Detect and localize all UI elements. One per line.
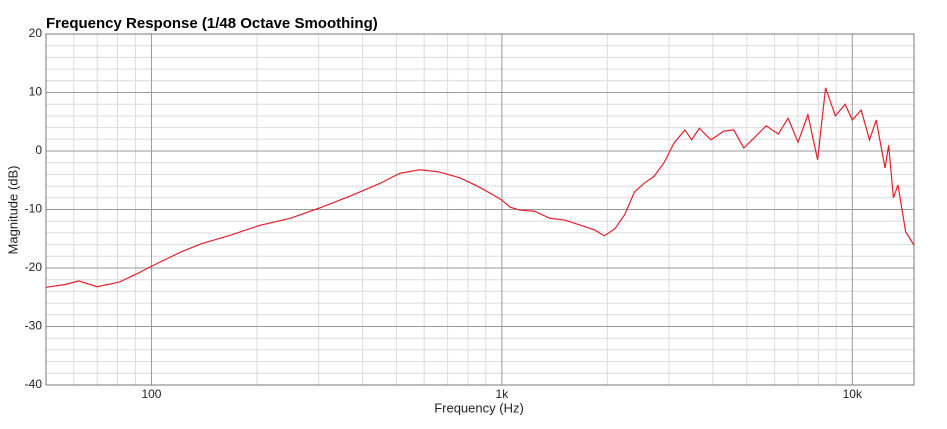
x-axis-label: Frequency (Hz) <box>434 400 524 415</box>
y-tick-label: 10 <box>29 85 43 99</box>
y-axis-label: Magnitude (dB) <box>5 166 20 255</box>
x-tick-label: 1k <box>496 387 510 401</box>
chart-title: Frequency Response (1/48 Octave Smoothin… <box>46 15 378 32</box>
x-tick-label: 100 <box>141 387 161 401</box>
y-tick-label: 20 <box>29 26 43 40</box>
y-tick-label: -30 <box>25 319 43 333</box>
y-tick-label: -20 <box>25 260 43 274</box>
y-tick-label: -10 <box>25 202 43 216</box>
x-tick-label: 10k <box>843 387 863 401</box>
y-tick-label: 0 <box>35 143 42 157</box>
plot-frame <box>45 33 915 386</box>
y-tick-label: -40 <box>25 377 43 391</box>
line-series <box>45 87 915 288</box>
